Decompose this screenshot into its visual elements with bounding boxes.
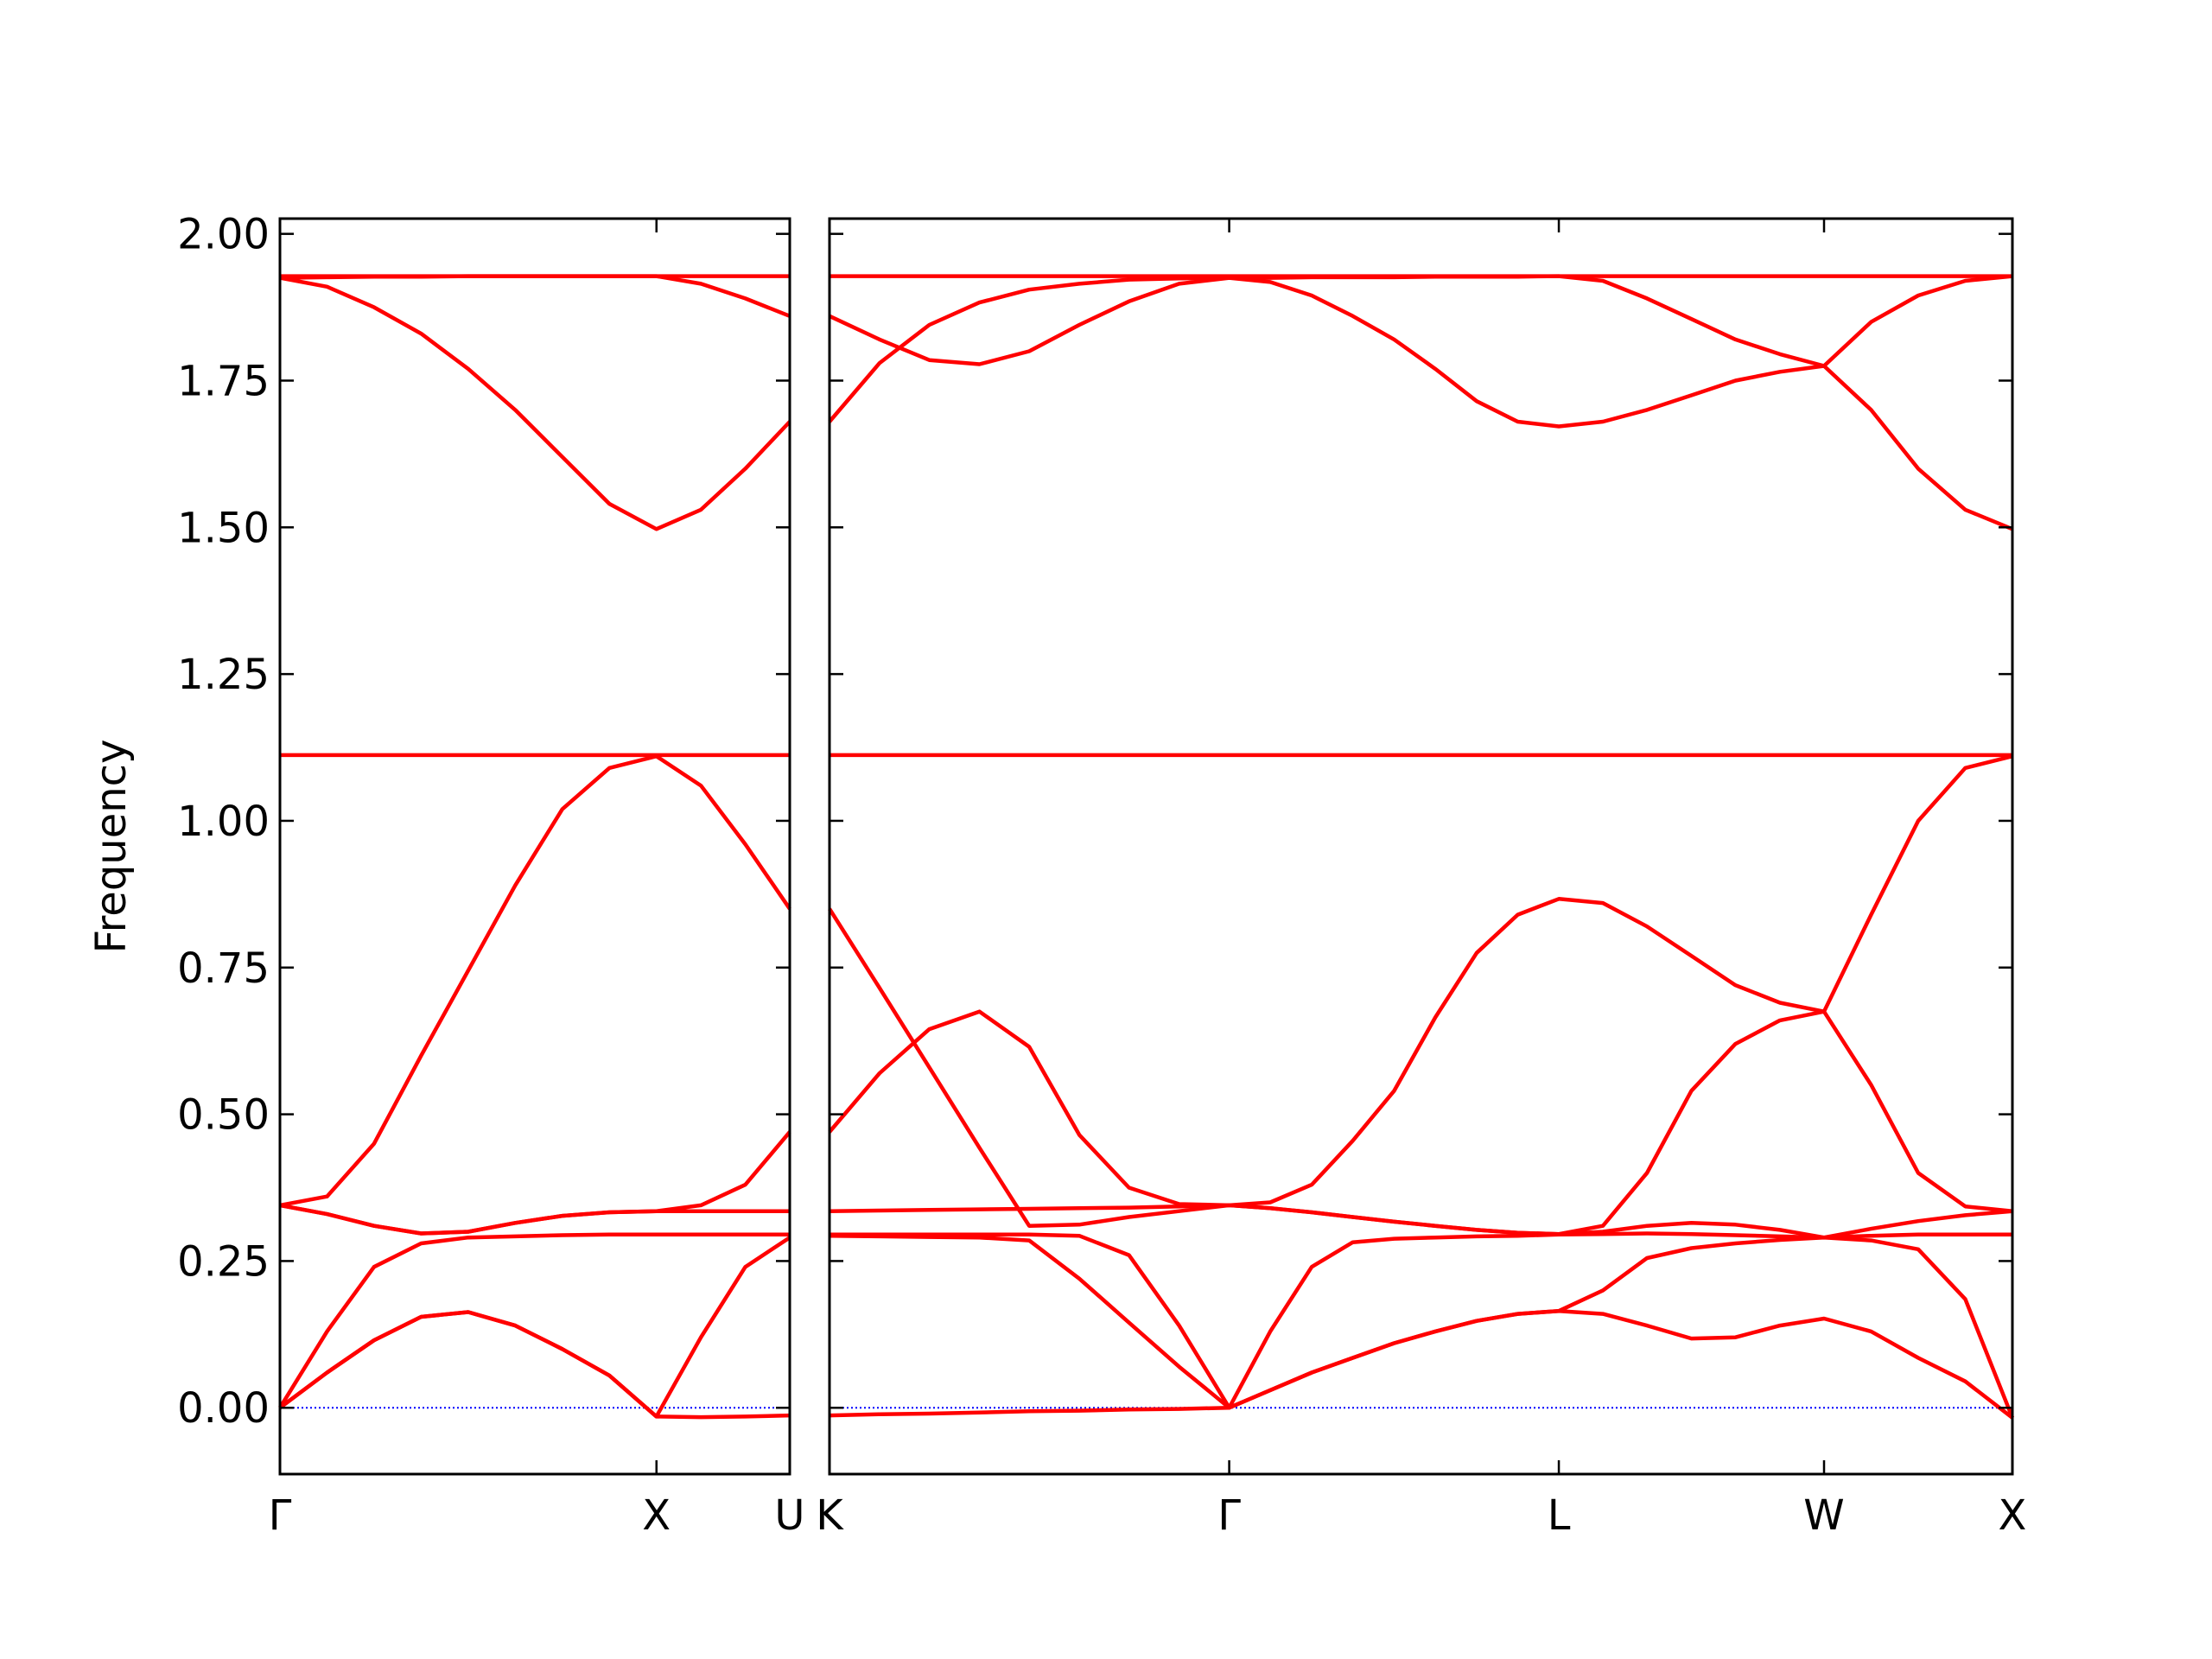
x-tick-label: X (1999, 1491, 2027, 1540)
band-line (828, 754, 2013, 1208)
x-tick-label: Γ (1217, 1491, 1241, 1540)
plot-frame (278, 217, 791, 1476)
y-tick-label: 1.75 (177, 357, 270, 405)
y-tick-label: 1.25 (177, 651, 270, 699)
x-tick-label: W (1803, 1491, 1844, 1540)
band-line (279, 276, 791, 531)
band-line (828, 276, 2013, 531)
band-line (278, 1236, 791, 1419)
band-line (830, 1232, 2015, 1419)
x-tick-label: U (774, 1491, 804, 1540)
y-tick-label: 1.50 (177, 504, 270, 552)
band-line (278, 1232, 790, 1409)
plot-frame (828, 217, 2014, 1476)
y-tick-label: 0.25 (177, 1237, 270, 1286)
band-line (279, 753, 791, 1208)
y-tick-label: 1.00 (177, 798, 270, 846)
y-axis-label: Frequency (87, 740, 136, 954)
band-line (279, 1130, 791, 1236)
y-tick-label: 2.00 (177, 211, 270, 259)
x-tick-label: X (642, 1491, 671, 1540)
x-tick-label: K (816, 1491, 844, 1540)
y-tick-label: 0.00 (177, 1384, 270, 1433)
y-tick-label: 0.50 (177, 1091, 270, 1140)
y-tick-label: 0.75 (177, 944, 270, 993)
x-tick-label: Γ (269, 1491, 292, 1540)
band-line (828, 907, 2013, 1236)
x-tick-label: L (1548, 1491, 1571, 1540)
